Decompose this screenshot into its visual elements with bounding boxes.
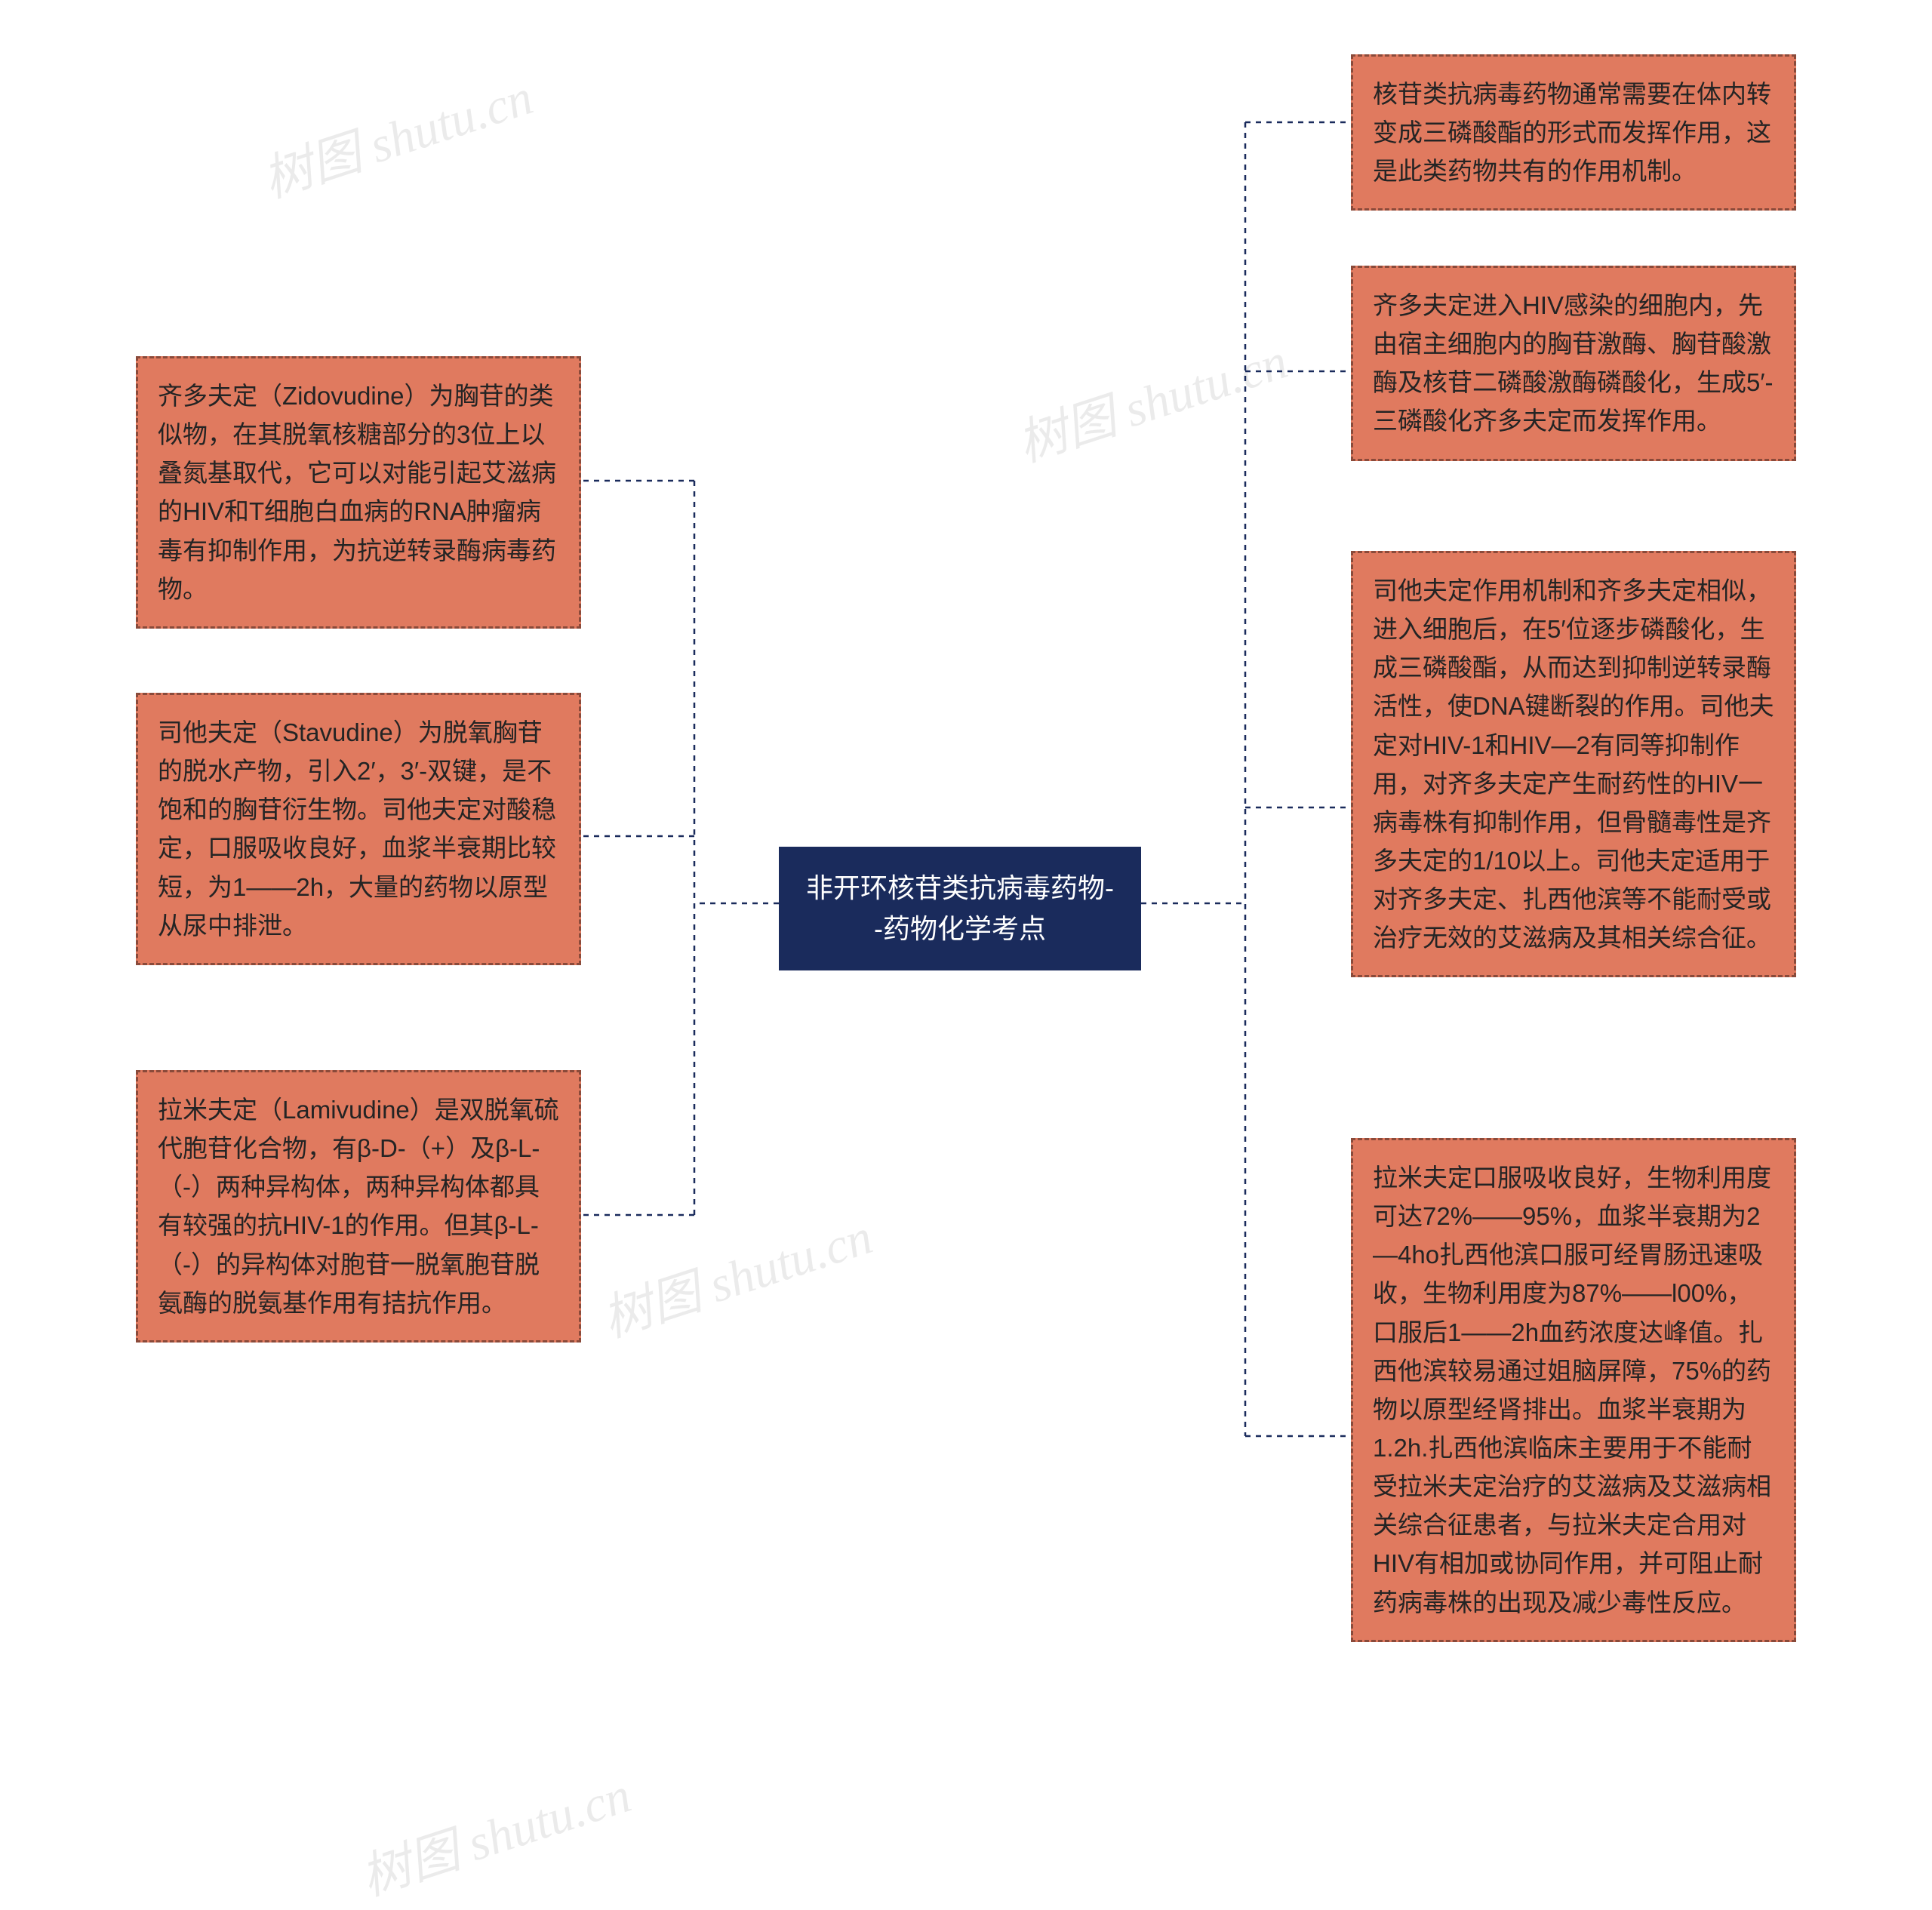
leaf-node-l3: 拉米夫定（Lamivudine）是双脱氧硫代胞苷化合物，有β-D-（+）及β-L… xyxy=(136,1070,581,1343)
leaf-text: 司他夫定作用机制和齐多夫定相似，进入细胞后，在5′位逐步磷酸化，生成三磷酸酯，从… xyxy=(1373,577,1774,952)
leaf-node-r2: 齐多夫定进入HIV感染的细胞内，先由宿主细胞内的胸苷激酶、胸苷酸激酶及核苷二磷酸… xyxy=(1351,266,1796,461)
watermark: 树图 shutu.cn xyxy=(350,1755,638,1910)
watermark: 树图 shutu.cn xyxy=(592,1196,880,1352)
leaf-text: 齐多夫定进入HIV感染的细胞内，先由宿主细胞内的胸苷激酶、胸苷酸激酶及核苷二磷酸… xyxy=(1373,291,1774,435)
mindmap-canvas: 树图 shutu.cn 树图 shutu.cn 树图 shutu.cn 树图 s… xyxy=(0,0,1932,1892)
center-node-text: 非开环核苷类抗病毒药物--药物化学考点 xyxy=(806,872,1114,944)
leaf-text: 拉米夫定（Lamivudine）是双脱氧硫代胞苷化合物，有β-D-（+）及β-L… xyxy=(158,1096,559,1317)
leaf-node-l2: 司他夫定（Stavudine）为脱氧胸苷的脱水产物，引入2′，3′-双键，是不饱… xyxy=(136,693,581,965)
leaf-text: 司他夫定（Stavudine）为脱氧胸苷的脱水产物，引入2′，3′-双键，是不饱… xyxy=(158,718,556,940)
center-node: 非开环核苷类抗病毒药物--药物化学考点 xyxy=(779,847,1141,970)
leaf-node-r1: 核苷类抗病毒药物通常需要在体内转变成三磷酸酯的形式而发挥作用，这是此类药物共有的… xyxy=(1351,54,1796,211)
leaf-node-r4: 拉米夫定口服吸收良好，生物利用度可达72%——95%，血浆半衰期为2—4ho扎西… xyxy=(1351,1138,1796,1642)
watermark: 树图 shutu.cn xyxy=(1007,321,1295,476)
leaf-node-r3: 司他夫定作用机制和齐多夫定相似，进入细胞后，在5′位逐步磷酸化，生成三磷酸酯，从… xyxy=(1351,551,1796,977)
leaf-node-l1: 齐多夫定（Zidovudine）为胸苷的类似物，在其脱氧核糖部分的3位上以叠氮基… xyxy=(136,356,581,629)
leaf-text: 核苷类抗病毒药物通常需要在体内转变成三磷酸酯的形式而发挥作用，这是此类药物共有的… xyxy=(1373,80,1771,185)
leaf-text: 拉米夫定口服吸收良好，生物利用度可达72%——95%，血浆半衰期为2—4ho扎西… xyxy=(1373,1164,1771,1616)
leaf-text: 齐多夫定（Zidovudine）为胸苷的类似物，在其脱氧核糖部分的3位上以叠氮基… xyxy=(158,382,556,603)
watermark: 树图 shutu.cn xyxy=(252,57,540,212)
